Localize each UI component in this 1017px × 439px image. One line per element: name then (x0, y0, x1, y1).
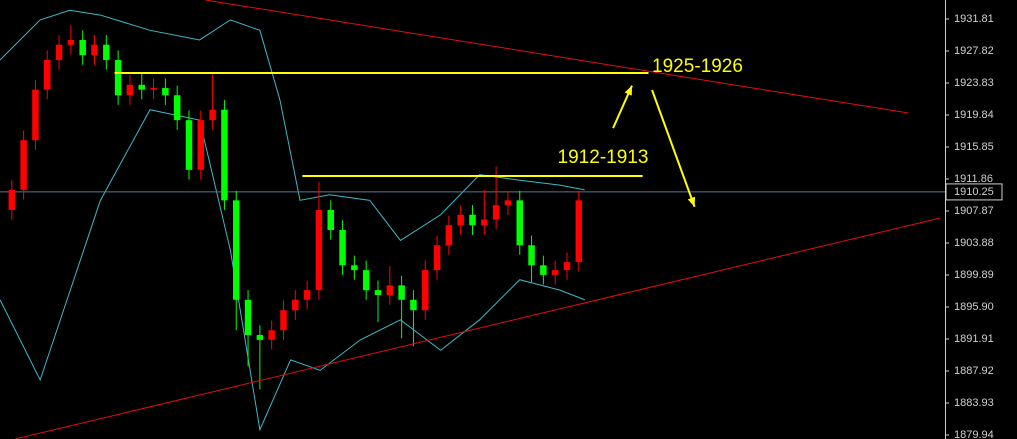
candle-body (268, 330, 275, 340)
candle-body (292, 299, 299, 311)
arrow-shaft (651, 89, 696, 208)
annotation: 1912-1913 (558, 147, 649, 168)
candle-body (233, 200, 240, 300)
candle-body (410, 299, 417, 311)
trendline (205, 0, 909, 114)
last-price-label: 1910.25 (954, 186, 994, 198)
candle-body (351, 265, 358, 271)
candle-body (575, 200, 583, 263)
candle-body (540, 265, 547, 275)
candle-body (327, 209, 334, 231)
candle-body (280, 310, 287, 331)
candle-body (32, 89, 39, 141)
candle-body (209, 109, 216, 121)
candle-body (469, 214, 476, 226)
candle-body (138, 84, 145, 90)
arrow-head (687, 196, 696, 207)
candle-body (362, 270, 370, 291)
candle-body (551, 270, 559, 275)
candle-body (516, 200, 523, 246)
trendline (15, 217, 941, 439)
y-tick-label: 1883.93 (954, 397, 994, 409)
candle-body (79, 39, 86, 56)
y-tick-label: 1927.82 (954, 45, 994, 57)
candle-body (185, 120, 193, 170)
candle-body (91, 44, 98, 56)
candle-body (162, 88, 169, 96)
candle-body (445, 225, 453, 246)
candle-body (528, 245, 535, 266)
y-tick-label: 1919.84 (954, 109, 994, 121)
y-tick-label: 1915.85 (954, 141, 994, 153)
candle-body (563, 262, 571, 271)
y-tick-label: 1931.81 (954, 13, 994, 25)
y-tick-label: 1895.90 (954, 301, 994, 313)
candle-body (244, 299, 252, 336)
y-tick-label: 1891.91 (954, 333, 994, 345)
candle-body (398, 285, 405, 300)
candle-body (44, 59, 51, 90)
candle-body (8, 189, 16, 210)
candle-body (114, 59, 122, 96)
y-tick-label: 1903.88 (954, 237, 994, 249)
y-tick-label: 1907.87 (954, 205, 994, 217)
candle-body (20, 140, 27, 190)
candle-body (481, 219, 488, 226)
candle-body (504, 200, 512, 206)
candle-body (433, 245, 441, 271)
candle-body (386, 285, 394, 295)
y-tick-label: 1923.83 (954, 77, 994, 89)
candle-body (67, 39, 75, 45)
candle-body (103, 44, 110, 60)
candle-body (150, 88, 157, 90)
candle-body (55, 44, 63, 60)
annotation: 1925-1926 (652, 56, 743, 77)
y-tick-label: 1887.92 (954, 365, 994, 377)
candle-body (422, 270, 429, 311)
arrow-head (624, 85, 632, 96)
bollinger-band (0, 109, 585, 432)
candle-body (315, 209, 323, 291)
candle-body (303, 290, 311, 300)
candle-body (197, 120, 205, 170)
y-tick-label: 1911.86 (954, 173, 993, 185)
last-price-box (945, 183, 1003, 201)
candle-body (173, 95, 181, 121)
y-tick-label: 1899.89 (954, 269, 994, 281)
candle-body (492, 205, 500, 220)
candle-body (221, 109, 228, 201)
candle-body (457, 214, 464, 226)
candle-body (256, 335, 264, 340)
candle-body (374, 290, 382, 295)
candle-body (126, 84, 134, 96)
candle-body (339, 230, 346, 266)
y-tick-label: 1879.94 (954, 429, 994, 439)
